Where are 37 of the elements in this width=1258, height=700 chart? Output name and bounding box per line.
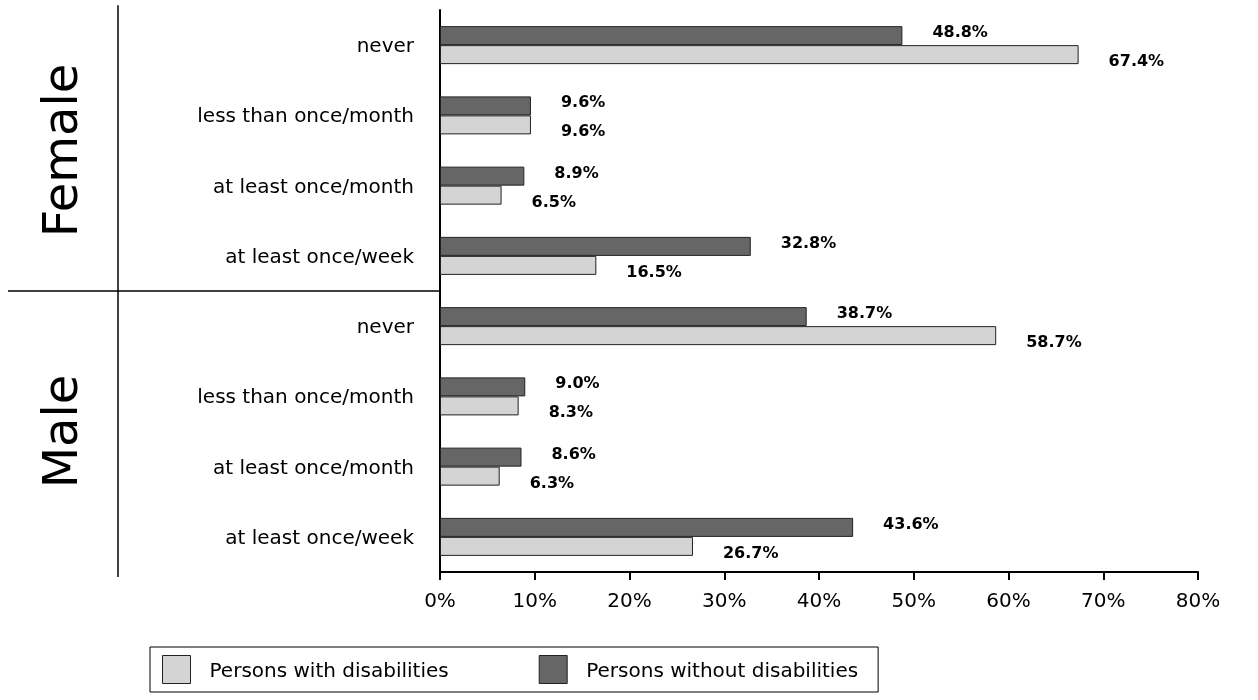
data-label: 9.6% bbox=[560, 92, 606, 112]
y-tick-label: at least once/week bbox=[225, 524, 415, 549]
data-label: 8.6% bbox=[551, 443, 596, 463]
data-label: 16.5% bbox=[626, 261, 682, 281]
x-tick-label: 20% bbox=[607, 588, 652, 612]
y-tick-label: at least once/month bbox=[212, 454, 414, 479]
y-tick-label: at least once/month bbox=[212, 173, 414, 198]
data-label: 9.6% bbox=[560, 121, 606, 141]
data-label: 43.6% bbox=[883, 513, 939, 533]
y-tick-label: less than once/month bbox=[197, 384, 414, 409]
x-tick-label: 0% bbox=[424, 588, 456, 612]
x-tick-label: 50% bbox=[891, 588, 936, 612]
data-label: 67.4% bbox=[1108, 51, 1165, 71]
legend-label: Persons with disabilities bbox=[209, 657, 449, 682]
legend-label: Persons without disabilities bbox=[586, 657, 859, 682]
y-tick-label: at least once/week bbox=[225, 243, 415, 268]
data-label: 26.7% bbox=[722, 542, 779, 562]
y-tick-label: never bbox=[356, 33, 415, 58]
x-tick-label: 60% bbox=[986, 588, 1031, 612]
data-label: 8.3% bbox=[548, 402, 594, 422]
data-label: 6.5% bbox=[531, 191, 576, 211]
data-label: 9.0% bbox=[555, 373, 600, 393]
x-tick-label: 40% bbox=[796, 588, 842, 612]
y-tick-label: never bbox=[356, 314, 415, 339]
data-label: 6.3% bbox=[529, 472, 575, 492]
x-tick-label: 30% bbox=[702, 588, 747, 612]
data-label: 8.9% bbox=[554, 162, 599, 182]
y-tick-label: less than once/month bbox=[197, 103, 414, 128]
data-label: 32.8% bbox=[780, 232, 837, 252]
x-tick-label: 10% bbox=[512, 588, 557, 612]
data-label: 58.7% bbox=[1026, 332, 1082, 352]
text: Male bbox=[32, 374, 88, 489]
x-tick-label: 80% bbox=[1175, 588, 1221, 612]
text: Female bbox=[32, 63, 88, 238]
data-label: 48.8% bbox=[932, 22, 988, 42]
data-label: 38.7% bbox=[836, 303, 893, 323]
x-tick-label: 70% bbox=[1081, 588, 1126, 612]
